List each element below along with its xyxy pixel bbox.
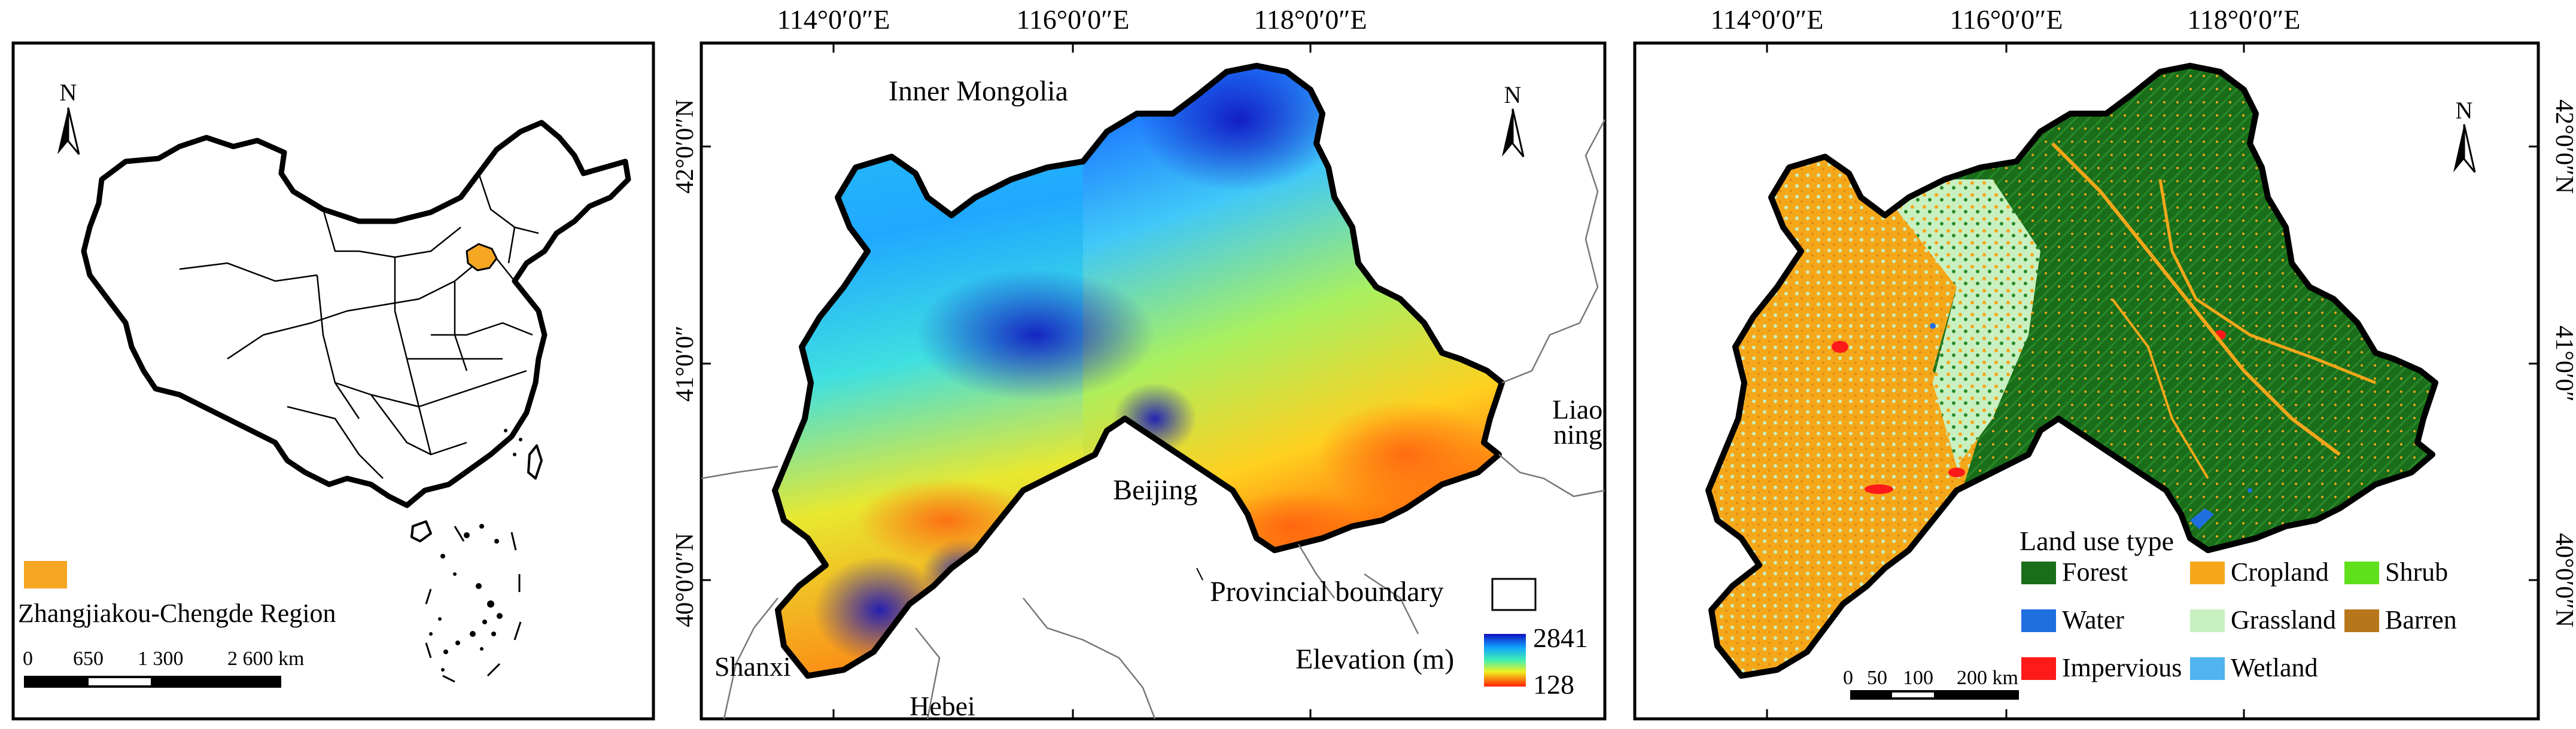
scale-label: 0 (23, 648, 33, 670)
study-area-highlight (466, 243, 498, 272)
scale-bar: 0 50 100 200 km (1843, 667, 2019, 700)
elevation-min-label: 128 (1533, 669, 1574, 700)
scale-label: 200 km (1957, 667, 2018, 689)
graticule-ticks (1766, 43, 2538, 719)
lon-tick-label: 114°0′0″E (1710, 4, 1823, 35)
study-area-legend-swatch (24, 561, 67, 588)
scale-label: 0 (1843, 667, 1853, 689)
legend-label-barren: Barren (2385, 605, 2457, 635)
elevation-colorbar (1484, 634, 1526, 687)
legend-label-impervious: Impervious (2062, 653, 2182, 682)
study-area-boundary (772, 63, 1505, 679)
land-use-map-panel: 114°0′0″E 116°0′0″E 118°0′0″E 42°0′0″N 4… (1633, 4, 2576, 721)
north-label: N (2456, 97, 2473, 124)
lon-tick-label: 116°0′0″E (1950, 4, 2063, 35)
lat-tick-label: 42°0′0″N (671, 99, 699, 194)
legend-label-shrub: Shrub (2385, 557, 2448, 587)
legend-boundary-swatch (1491, 578, 1537, 611)
north-arrow-icon: N (1502, 81, 1525, 157)
scale-label: 2 600 km (227, 648, 304, 670)
lat-tick-label: 41°0′0″ (671, 325, 699, 401)
legend-title: Land use type (2020, 526, 2174, 556)
legend-swatch-impervious (2021, 657, 2056, 680)
legend-swatch-forest (2021, 562, 2056, 584)
scale-label: 650 (73, 648, 104, 670)
place-label-liaoning: Liao (1552, 394, 1602, 425)
scale-label: 50 (1867, 667, 1887, 689)
legend-swatch-grassland (2190, 609, 2225, 632)
elevation-map-panel: 114°0′0″E 116°0′0″E 118°0′0″E 42°0′0″N 4… (671, 4, 1607, 721)
china-outline (81, 120, 631, 542)
legend-label-grassland: Grassland (2231, 605, 2336, 635)
lon-tick-label: 116°0′0″E (1016, 4, 1129, 35)
lat-tick-label: 41°0′0″ (2550, 325, 2576, 401)
study-area-boundary (1705, 63, 2438, 679)
lon-tick-label: 118°0′0″E (1254, 4, 1367, 35)
south-sea-islands (429, 429, 522, 672)
legend-swatch-cropland (2190, 562, 2225, 584)
land-use-legend: Land use type Forest Cropland Shrub Water Gr… (2020, 526, 2457, 682)
lat-tick-label: 40°0′0″N (671, 533, 699, 627)
legend-label-cropland: Cropland (2231, 557, 2329, 587)
legend-swatch-water (2021, 609, 2056, 632)
north-arrow-icon: N (2453, 97, 2476, 173)
lat-tick-label: 42°0′0″N (2550, 99, 2576, 194)
place-label-inner-mongolia: Inner Mongolia (889, 75, 1068, 107)
location-map-panel: N (11, 41, 655, 721)
north-label: N (1504, 81, 1522, 108)
legend-swatch-shrub (2344, 562, 2379, 584)
scale-label: 1 300 (138, 648, 184, 670)
legend-boundary-label: Provincial boundary (1210, 576, 1444, 608)
legend-swatch-wetland (2190, 657, 2225, 680)
legend-label-water: Water (2062, 605, 2124, 635)
graticule-ticks (701, 43, 1312, 719)
legend-swatch-barren (2344, 609, 2379, 632)
study-area-legend-label: Zhangjiakou-Chengde Region (18, 599, 336, 628)
place-label-liaoning: ning (1553, 419, 1602, 450)
nine-dash-line (425, 526, 522, 683)
scale-bar: 0 650 1 300 2 600 km (23, 648, 304, 688)
legend-label-wetland: Wetland (2231, 653, 2318, 682)
lon-tick-label: 114°0′0″E (777, 4, 890, 35)
place-label-shanxi: Shanxi (714, 651, 791, 682)
north-arrow-icon: N (57, 79, 80, 155)
elevation-max-label: 2841 (1533, 623, 1588, 653)
provincial-boundaries (701, 119, 1606, 719)
place-label-hebei: Hebei (910, 691, 975, 721)
lon-tick-label: 118°0′0″E (2187, 4, 2300, 35)
north-label: N (60, 79, 77, 106)
scale-label: 100 (1903, 667, 1933, 689)
legend-label-forest: Forest (2062, 557, 2128, 587)
lat-tick-label: 40°0′0″N (2550, 533, 2576, 627)
legend-elevation-label: Elevation (m) (1295, 643, 1454, 675)
place-label-beijing: Beijing (1113, 474, 1197, 506)
